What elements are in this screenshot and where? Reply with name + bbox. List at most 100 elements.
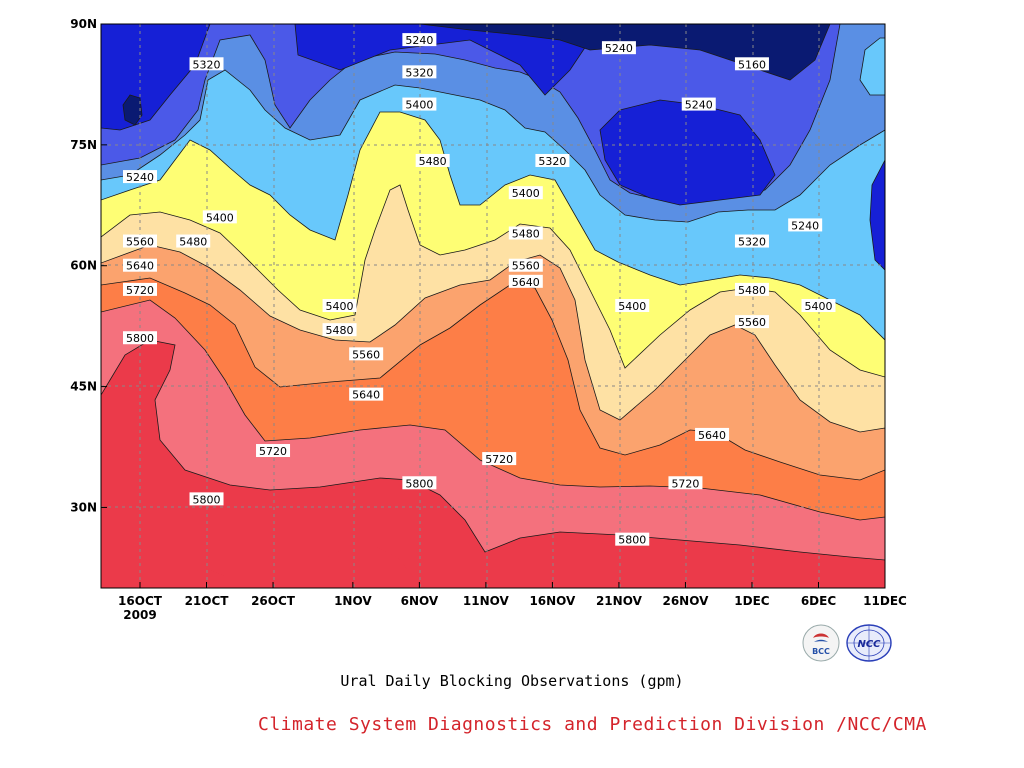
contour-label-text: 5640	[512, 276, 540, 289]
contour-label: 5240	[402, 33, 437, 47]
contour-label-bg	[734, 234, 769, 248]
contour-label-bg	[508, 274, 543, 288]
svg-text:NCC: NCC	[857, 639, 881, 650]
contour-label: 5720	[256, 444, 291, 458]
contour-label-bg	[402, 65, 437, 79]
x-tick-label: 26OCT	[251, 594, 296, 608]
contour-label-bg	[202, 210, 237, 224]
y-tick-label: 90N	[70, 17, 97, 31]
y-tick-label: 60N	[70, 259, 97, 273]
x-tick-label: 1NOV	[334, 594, 372, 608]
contour-label-text: 5240	[605, 42, 633, 55]
x-tick-label: 21OCT	[185, 594, 230, 608]
credit-line: Climate System Diagnostics and Predictio…	[258, 714, 927, 735]
contour-label-bg	[615, 299, 650, 312]
x-axis: 16OCT 21OCT 26OCT 1NOV 6NOV 11NOV 16NOV 21NOV 26…	[118, 582, 907, 622]
contour-label-bg	[615, 532, 650, 546]
contour-label-bg	[734, 57, 769, 71]
y-tick-label: 75N	[70, 138, 97, 152]
contour-label-text: 5720	[671, 477, 699, 490]
contour-label: 5640	[508, 274, 543, 289]
contour-label-bg	[508, 226, 543, 240]
contour-label-text: 5720	[485, 453, 513, 466]
contour-label: 5320	[734, 234, 769, 249]
fill-level-0b	[315, 546, 418, 588]
contour-label-bg	[535, 153, 570, 167]
contour-label-text: 5320	[193, 58, 221, 71]
contour-label: 5400	[508, 186, 543, 200]
contour-label-bg	[123, 258, 157, 272]
contour-label-text: 5640	[352, 389, 380, 402]
contour-label-bg	[402, 33, 437, 47]
contour-label-bg	[189, 57, 224, 71]
contour-label: 5800	[615, 532, 650, 547]
contour-label: 5720	[123, 282, 157, 297]
x-tick-label: 16NOV	[529, 594, 576, 608]
x-tick-label: 11DEC	[863, 594, 907, 608]
contour-label-bg	[695, 427, 730, 441]
fill-level-10	[419, 24, 831, 81]
contour-label: 5320	[402, 65, 437, 79]
contour-label-text: 5640	[126, 260, 154, 273]
contour-label-bg	[415, 153, 450, 167]
contour-label-bg	[349, 347, 384, 361]
contour-label: 5800	[189, 492, 224, 506]
contour-label-bg	[176, 234, 211, 248]
contour-label-text: 5800	[193, 493, 221, 506]
contour-label-text: 5320	[405, 66, 433, 79]
contour-label-bg	[123, 331, 157, 345]
y-tick-label: 30N	[70, 500, 97, 514]
contour-label: 5560	[349, 347, 384, 361]
x-year-label: 2009	[123, 608, 156, 622]
contour-label-bg	[668, 476, 703, 490]
contour-label: 5640	[123, 258, 157, 273]
x-tick-label: 11NOV	[463, 594, 510, 608]
contour-label-bg	[788, 218, 823, 232]
fill-level-0c	[101, 548, 128, 588]
contour-label-bg	[801, 299, 836, 312]
contour-label: 5240	[788, 218, 823, 232]
contour-label: 5560	[734, 315, 769, 329]
contour-label: 5480	[734, 282, 769, 297]
contour-label-bg	[681, 97, 716, 111]
contour-label-text: 5400	[405, 99, 433, 112]
fill-level-9d	[869, 159, 885, 271]
contour-label-text: 5480	[419, 155, 447, 168]
contour-label-bg	[349, 387, 384, 401]
contour-label-text: 5400	[206, 211, 234, 224]
contour-label-text: 5800	[126, 332, 154, 345]
contour-label-text: 5560	[738, 316, 766, 329]
y-axis: 30N 45N 60N 75N 90N	[70, 17, 107, 514]
contour-label: 5800	[123, 331, 157, 345]
contour-label-text: 5240	[685, 99, 713, 112]
contour-label: 5240	[681, 97, 716, 112]
contour-label-text: 5560	[512, 260, 540, 273]
contour-label-bg	[482, 452, 517, 466]
contour-labels: 5320 5240 5320 5400 5240 5160 5240 5240 5480 5320…	[123, 33, 836, 547]
contour-label-text: 5400	[618, 300, 646, 313]
contour-label-bg	[508, 258, 543, 272]
contour-label: 5480	[508, 226, 543, 240]
contour-label-text: 5240	[791, 219, 819, 232]
contour-label-text: 5560	[126, 236, 154, 249]
contour-label-bg	[123, 170, 157, 184]
contour-label: 5720	[668, 476, 703, 490]
contour-fills	[101, 24, 885, 588]
contour-label: 5240	[123, 170, 157, 184]
ncc-logo: NCC	[846, 624, 892, 662]
contour-label-bg	[734, 315, 769, 329]
contour-label: 5400	[615, 299, 650, 313]
contour-label-bg	[322, 323, 357, 337]
contour-label-text: 5320	[538, 155, 566, 168]
contour-label-text: 5320	[738, 236, 766, 249]
contour-label-text: 5160	[738, 58, 766, 71]
contour-label: 5240	[601, 41, 636, 55]
x-tick-label: 6DEC	[801, 594, 837, 608]
contour-label-text: 5480	[326, 324, 354, 337]
x-tick-label: 16OCT	[118, 594, 163, 608]
contour-label-text: 5800	[405, 477, 433, 490]
x-tick-label: 1DEC	[734, 594, 770, 608]
contour-label: 5480	[322, 323, 357, 337]
contour-label-bg	[322, 299, 357, 312]
contour-label-bg	[734, 282, 769, 296]
